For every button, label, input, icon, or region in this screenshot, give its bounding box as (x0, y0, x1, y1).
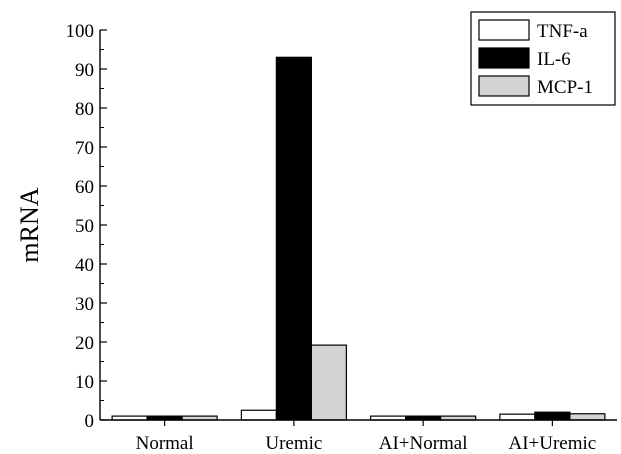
bars (111, 56, 606, 421)
y-tick-label: 90 (75, 60, 94, 81)
bar-il-6-ai-uremic (534, 411, 571, 421)
y-axis-ticks: 0 10 20 30 40 50 60 70 80 90 100 (66, 21, 107, 432)
y-tick-label: 0 (85, 411, 95, 432)
bar-tnf-a-ai-uremic (499, 413, 536, 421)
y-tick-label: 60 (75, 177, 94, 198)
y-axis-title: mRNA (15, 187, 44, 262)
x-category-label: Uremic (265, 433, 322, 454)
x-category-label: Normal (136, 433, 194, 454)
x-category-label: AI+Normal (379, 433, 468, 454)
bar-mcp-1-ai-uremic (569, 413, 606, 421)
x-axis-labels: Normal Uremic AI+Normal AI+Uremic (136, 420, 597, 454)
legend-label-il-6: IL-6 (537, 49, 571, 70)
bar-mcp-1-uremic (310, 344, 347, 421)
y-tick-label: 40 (75, 255, 94, 276)
y-tick-label: 70 (75, 138, 94, 159)
legend: TNF-a IL-6 MCP-1 (470, 11, 616, 106)
y-tick-label: 100 (66, 21, 95, 42)
legend-label-mcp-1: MCP-1 (537, 77, 593, 98)
bar-il-6-uremic (275, 56, 312, 421)
legend-label-tnf-a: TNF-a (537, 21, 588, 42)
legend-swatch-tnf-a (478, 19, 530, 41)
y-tick-label: 20 (75, 333, 94, 354)
y-tick-label: 50 (75, 216, 94, 237)
y-tick-label: 80 (75, 99, 94, 120)
legend-swatch-mcp-1 (478, 75, 530, 97)
bar-tnf-a-uremic (240, 409, 277, 421)
legend-swatch-il-6 (478, 47, 530, 69)
x-category-label: AI+Uremic (509, 433, 597, 454)
y-tick-label: 30 (75, 294, 94, 315)
y-tick-label: 10 (75, 372, 94, 393)
